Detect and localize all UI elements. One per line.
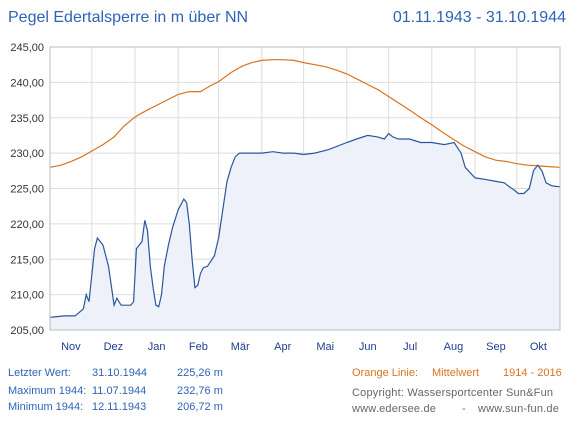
plot-border: [49, 46, 561, 331]
y-tick-label: 230,00: [10, 148, 44, 160]
y-tick-label: 215,00: [10, 254, 44, 266]
x-tick-label: Feb: [189, 341, 208, 353]
stat-last-date: 31.10.1944: [92, 367, 148, 379]
stat-last-value: 225,26 m: [177, 367, 223, 379]
y-tick-label: 210,00: [10, 290, 44, 302]
y-tick-label: 225,00: [10, 184, 44, 196]
x-tick-label: Jan: [148, 341, 166, 353]
stat-max-label: Maximum 1944:: [8, 385, 87, 397]
x-tick-label: Nov: [61, 341, 81, 353]
y-tick-label: 235,00: [10, 113, 44, 125]
y-axis-ticks: 205,00 210,00 215,00 220,00 225,00 230,00 235,…: [10, 42, 44, 337]
x-tick-label: Aug: [444, 341, 464, 353]
x-tick-label: Jul: [403, 341, 417, 353]
stat-last-label: Letzter Wert:: [8, 367, 71, 379]
x-tick-label: Mai: [316, 341, 334, 353]
chart-title: Pegel Edertalsperre in m über NN: [8, 9, 249, 26]
chart-period: 01.11.1943 - 31.10.1944: [392, 9, 566, 26]
copyright-text: Copyright: Wassersportcenter Sun&Fun: [352, 387, 554, 399]
x-tick-label: Mär: [231, 341, 250, 353]
level-area-fill: [50, 133, 560, 330]
mean-line-series: [49, 59, 561, 168]
stat-min-date: 12.11.1943: [92, 401, 147, 413]
site-link-edersee[interactable]: www.edersee.de: [352, 403, 437, 415]
y-tick-label: 245,00: [10, 42, 44, 54]
x-tick-label: Dez: [104, 341, 124, 353]
x-tick-label: Sep: [486, 341, 506, 353]
y-tick-label: 220,00: [10, 219, 44, 231]
x-tick-label: Jun: [359, 341, 377, 353]
y-tick-label: 240,00: [10, 77, 44, 89]
level-line-series: [49, 132, 561, 318]
stat-min-value: 206,72 m: [177, 401, 223, 413]
x-axis-ticks: Nov Dez Jan Feb Mär Apr Mai Jun Jul Aug Sep Okt: [61, 341, 547, 353]
stat-max-date: 11.07.1944: [92, 385, 147, 397]
stat-max-value: 232,76 m: [177, 385, 223, 397]
x-tick-label: Okt: [530, 341, 547, 353]
stat-min-label: Minimum 1944:: [8, 401, 84, 413]
legend-orange-years: 1914 - 2016: [503, 367, 562, 379]
legend-orange-desc: Mittelwert: [432, 367, 480, 379]
legend-orange-label: Orange Linie:: [352, 367, 419, 379]
y-tick-label: 205,00: [10, 325, 44, 337]
footer-separator: -: [462, 403, 466, 415]
site-link-sun-fun[interactable]: www.sun-fun.de: [478, 403, 560, 415]
x-tick-label: Apr: [274, 341, 291, 353]
